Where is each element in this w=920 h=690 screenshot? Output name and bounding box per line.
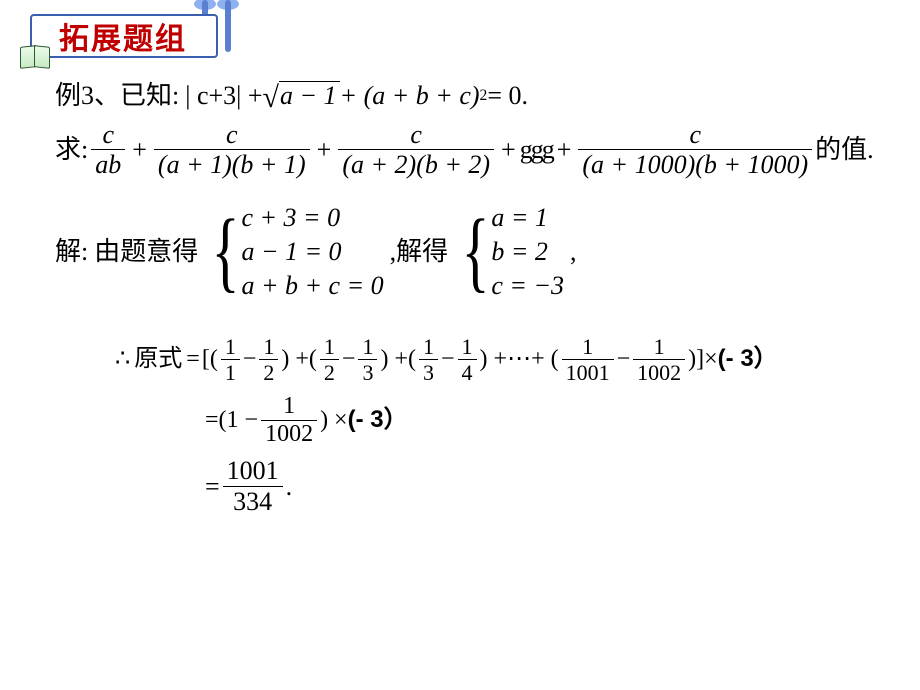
final-period: . xyxy=(286,471,293,502)
pna: 1 xyxy=(578,335,597,358)
p1d: 2 xyxy=(259,361,278,384)
term-1-den: ab xyxy=(91,151,125,178)
ask-prefix: 求: xyxy=(55,134,88,165)
scroll-pole xyxy=(225,0,231,52)
p2b: 2 xyxy=(320,361,339,384)
p1a: 1 xyxy=(221,335,240,358)
term-3: c (a + 2)(b + 2) xyxy=(338,121,494,179)
p3b: 3 xyxy=(419,361,438,384)
therefore-line-1: ∴ 原式 = [ ( 11 − 12 ) + ( 12 − 13 ) + ( 1… xyxy=(115,335,895,384)
trailing-comma: , xyxy=(570,236,577,267)
term-2: c (a + 1)(b + 1) xyxy=(154,121,310,179)
ellipsis-ggg: ggg xyxy=(520,134,553,165)
p3d: 4 xyxy=(458,361,477,384)
problem-ask-line: 求: c ab + c (a + 1)(b + 1) + c (a + 2)(b… xyxy=(55,121,895,179)
problem-given-line: 例3、 已知: | c+3| + √ a − 1 + (a + b + c)2 … xyxy=(55,80,895,111)
p3a: 1 xyxy=(419,335,438,358)
times-minus-three-2: (- 3） xyxy=(348,406,408,435)
abs-term: | c+3| + xyxy=(185,80,262,111)
section-title: 拓展题组 xyxy=(59,14,187,58)
times-minus-three: (- 3） xyxy=(718,345,778,374)
solution-system-line: 解: 由题意得 { c + 3 = 0 a − 1 = 0 a + b + c … xyxy=(55,199,895,305)
close-bracket: )]× xyxy=(688,345,718,374)
equals-sign: = xyxy=(186,345,200,374)
l3-eq: = xyxy=(205,471,220,502)
term-1: c ab xyxy=(91,121,125,179)
eq-l-1: c + 3 = 0 xyxy=(241,201,383,235)
term-3-den: (a + 2)(b + 2) xyxy=(338,151,494,178)
l2-close: ) × xyxy=(320,406,348,435)
therefore-line-3: = 1001 334 . xyxy=(205,457,895,515)
l2-open: =(1 − xyxy=(205,406,258,435)
therefore-sym: ∴ xyxy=(115,345,130,374)
plus-icon: + xyxy=(128,134,151,165)
term-2-num: c xyxy=(222,121,242,148)
page-root: 拓展题组 例3、 已知: | c+3| + √ a − 1 + (a + b +… xyxy=(0,0,920,690)
term-n-num: c xyxy=(685,121,705,148)
eq-r-2: b = 2 xyxy=(491,235,564,269)
content-area: 例3、 已知: | c+3| + √ a − 1 + (a + b + c)2 … xyxy=(55,80,895,525)
brace-icon: { xyxy=(462,207,490,297)
solution-mid: ,解得 xyxy=(390,236,449,267)
p2c: 1 xyxy=(358,335,377,358)
equation-system-left: { c + 3 = 0 a − 1 = 0 a + b + c = 0 xyxy=(204,199,383,305)
p3c: 1 xyxy=(458,335,477,358)
plus-icon: + xyxy=(553,134,576,165)
term-3-num: c xyxy=(406,121,426,148)
ask-suffix: 的值. xyxy=(815,134,874,165)
original-expr-label: 原式 xyxy=(134,345,182,374)
l3-num: 1001 xyxy=(223,457,283,484)
term-1-num: c xyxy=(98,121,118,148)
l3-den: 334 xyxy=(229,488,276,515)
term-n-den: (a + 1000)(b + 1000) xyxy=(578,151,812,178)
given-prefix: 已知: xyxy=(120,80,179,111)
pnc: 1 xyxy=(650,335,669,358)
solution-label: 解: xyxy=(55,236,88,267)
p1b: 1 xyxy=(221,361,240,384)
book-icon xyxy=(20,46,48,66)
pnd: 1002 xyxy=(633,361,685,384)
p1c: 1 xyxy=(259,335,278,358)
l2-frac: 1 1002 xyxy=(261,394,317,447)
open-bracket: [ xyxy=(202,345,210,374)
section-title-box: 拓展题组 xyxy=(30,14,218,58)
equation-system-right: { a = 1 b = 2 c = −3 xyxy=(454,199,564,305)
solution-lead: 由题意得 xyxy=(94,236,198,267)
sqrt-arg: a − 1 xyxy=(279,81,340,111)
eq-r-3: c = −3 xyxy=(491,269,564,303)
term-2-den: (a + 1)(b + 1) xyxy=(154,151,310,178)
equals-zero: = 0. xyxy=(487,80,528,111)
eq-r-1: a = 1 xyxy=(491,201,564,235)
brace-icon: { xyxy=(212,207,240,297)
therefore-line-2: =(1 − 1 1002 ) × (- 3） xyxy=(205,394,895,447)
plus-icon: + xyxy=(497,134,520,165)
dots: ⋯ xyxy=(507,345,531,374)
eq-l-3: a + b + c = 0 xyxy=(241,269,383,303)
p2d: 3 xyxy=(358,361,377,384)
sqrt-term: √ a − 1 xyxy=(263,81,340,111)
l2-num: 1 xyxy=(279,394,299,419)
radical-icon: √ xyxy=(263,83,279,113)
pnb: 1001 xyxy=(562,361,614,384)
pair-1: ( xyxy=(210,345,218,374)
term-n: c (a + 1000)(b + 1000) xyxy=(578,121,812,179)
p2a: 1 xyxy=(320,335,339,358)
square-term-base: + (a + b + c) xyxy=(340,80,480,111)
l3-frac: 1001 334 xyxy=(223,457,283,515)
example-label: 例3、 xyxy=(55,80,120,111)
eq-l-2: a − 1 = 0 xyxy=(241,235,383,269)
plus-icon: + xyxy=(313,134,336,165)
l2-den: 1002 xyxy=(261,422,317,447)
